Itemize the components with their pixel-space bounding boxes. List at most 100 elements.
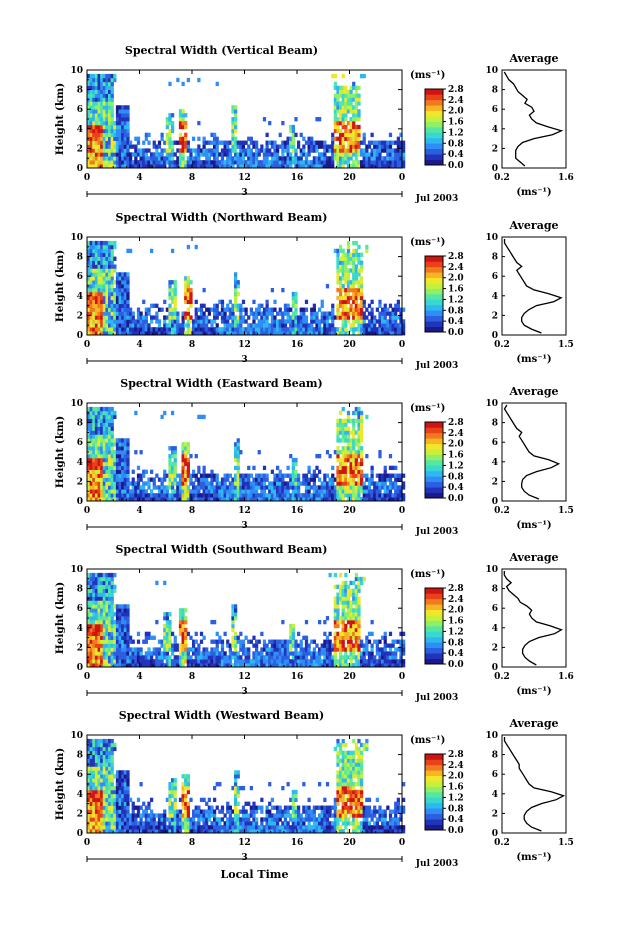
heatmap-cell: [131, 315, 135, 320]
x-tick-label: 20: [343, 340, 356, 350]
heatmap-cell: [110, 73, 114, 79]
heatmap-cell: [291, 497, 295, 502]
heatmap-cell: [199, 327, 204, 332]
heatmap-cell: [297, 663, 301, 668]
heatmap-cell: [249, 473, 253, 478]
heatmap-cell: [87, 608, 91, 613]
heatmap-cell: [262, 152, 267, 157]
heatmap-cell: [260, 160, 264, 165]
heatmap-cell: [94, 663, 99, 668]
heatmap-cell: [100, 264, 104, 269]
heatmap-cell: [92, 156, 96, 161]
heatmap-cell: [286, 327, 290, 332]
heatmap-cell: [352, 434, 356, 439]
heatmap-cell: [281, 639, 285, 644]
heatmap-cell: [110, 295, 114, 301]
heatmap-cell: [239, 152, 243, 157]
colorbar-swatch: [425, 116, 443, 122]
heatmap-cell: [176, 327, 180, 332]
heatmap-cell: [108, 148, 112, 153]
heatmap-cell: [115, 272, 120, 277]
heatmap-cell: [281, 164, 285, 169]
heatmap-cell: [336, 144, 340, 149]
heatmap-cell: [391, 481, 395, 486]
heatmap-cell: [92, 113, 96, 118]
heatmap-cell: [123, 663, 127, 668]
heatmap-cell: [87, 663, 91, 668]
heatmap-cell: [333, 113, 337, 118]
heatmap-cell: [126, 612, 130, 617]
heatmap-cell: [268, 152, 272, 157]
heatmap-cell: [102, 434, 106, 439]
heatmap-cell: [236, 319, 240, 324]
heatmap-cell: [213, 148, 217, 153]
heatmap-cell: [118, 450, 122, 455]
heatmap-cell: [262, 497, 267, 502]
heatmap-cell: [346, 128, 351, 134]
heatmap-cell: [323, 327, 327, 332]
heatmap-cell: [92, 315, 96, 320]
heatmap-cell: [105, 619, 109, 625]
heatmap-cell: [100, 434, 104, 439]
heatmap-cell: [121, 481, 125, 486]
heatmap-cell: [331, 73, 335, 79]
colorbar-swatch: [425, 438, 443, 445]
heatmap-cell: [139, 450, 143, 455]
heatmap-cell: [157, 152, 162, 157]
heatmap-cell: [241, 643, 246, 648]
heatmap-cell: [194, 156, 198, 161]
heatmap-cell: [171, 643, 175, 648]
heatmap-cell: [249, 148, 253, 153]
heatmap-cell: [352, 311, 356, 316]
colorbar-swatch: [425, 132, 443, 139]
heatmap-cell: [178, 619, 183, 625]
heatmap-cell: [115, 148, 120, 153]
heatmap-cell: [194, 489, 198, 494]
heatmap-cell: [344, 260, 348, 265]
heatmap-cell: [239, 450, 243, 455]
heatmap-cell: [315, 473, 319, 478]
heatmap-cell: [265, 148, 269, 153]
heatmap-cell: [270, 331, 274, 336]
heatmap-cell: [115, 608, 120, 613]
heatmap-cell: [357, 152, 361, 157]
heatmap-cell: [312, 148, 316, 153]
heatmap-cell: [168, 619, 172, 625]
colorbar-swatch: [425, 266, 443, 273]
heatmap-cell: [92, 477, 96, 482]
heatmap-cell: [402, 307, 406, 312]
heatmap-cell: [333, 485, 337, 490]
heatmap-cell: [278, 659, 282, 664]
profile-x-tick-label: 1.5: [558, 506, 574, 516]
heatmap-cell: [341, 85, 345, 90]
heatmap-cell: [108, 469, 112, 474]
heatmap-cell: [273, 144, 277, 149]
heatmap-cell: [318, 497, 322, 502]
heatmap-cell: [336, 260, 340, 265]
heatmap-cell: [218, 331, 222, 336]
heatmap-cell: [97, 256, 101, 261]
heatmap-cell: [323, 485, 327, 490]
heatmap-cell: [176, 655, 180, 660]
heatmap-cell: [118, 280, 122, 285]
heatmap-cell: [92, 97, 96, 102]
heatmap-cell: [276, 489, 280, 494]
heatmap-cell: [94, 576, 99, 582]
heatmap-cell: [110, 477, 114, 482]
heatmap-cell: [388, 311, 393, 316]
heatmap-cell: [94, 260, 99, 265]
heatmap-cell: [325, 497, 330, 502]
heatmap-cell: [394, 497, 398, 502]
heatmap-cell: [391, 331, 395, 336]
heatmap-cell: [297, 331, 301, 336]
heatmap-cell: [168, 295, 172, 301]
heatmap-cell: [220, 303, 225, 308]
heatmap-cell: [110, 85, 114, 90]
heatmap-cell: [123, 327, 127, 332]
heatmap-cell: [186, 291, 190, 297]
heatmap-cell: [168, 663, 172, 668]
heatmap-cell: [331, 144, 335, 149]
heatmap-cell: [194, 164, 198, 169]
heatmap-cell: [286, 651, 290, 656]
